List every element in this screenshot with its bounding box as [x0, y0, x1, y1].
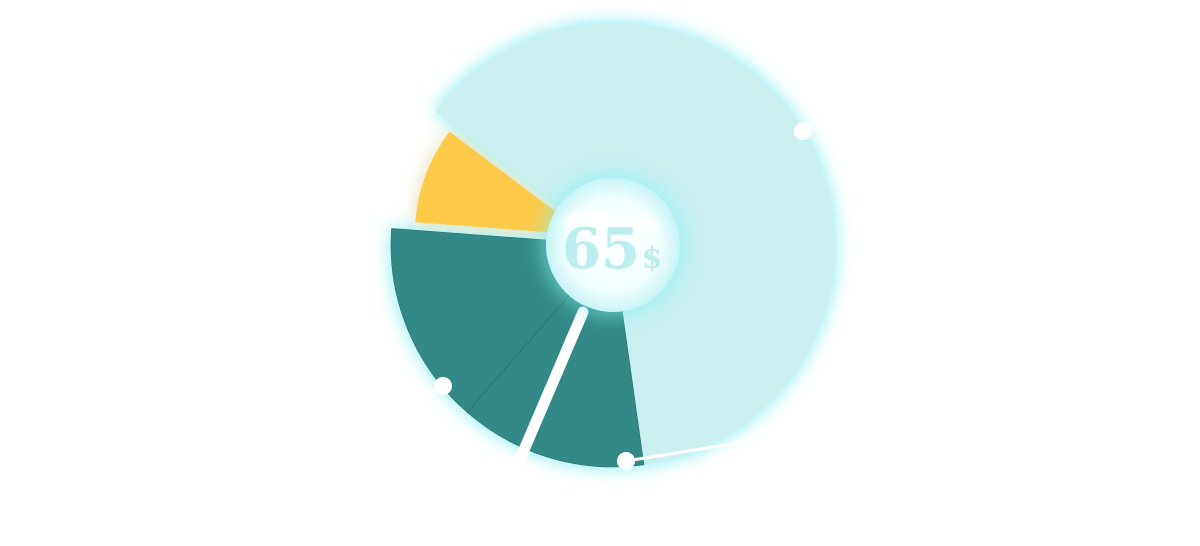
leader-line	[625, 436, 771, 463]
center-unit: $	[642, 241, 663, 276]
leader-dot	[617, 452, 635, 470]
center-cloud-puff	[618, 216, 658, 236]
leader-lines-layer	[371, 108, 836, 470]
center-cloud-puff	[564, 210, 616, 234]
separator-beam	[506, 306, 589, 484]
leader-dot	[395, 114, 413, 132]
center-value: 65	[562, 216, 640, 282]
leader-dot	[794, 122, 812, 140]
pie-slice[interactable]	[415, 131, 587, 236]
leader-dot	[434, 377, 452, 395]
